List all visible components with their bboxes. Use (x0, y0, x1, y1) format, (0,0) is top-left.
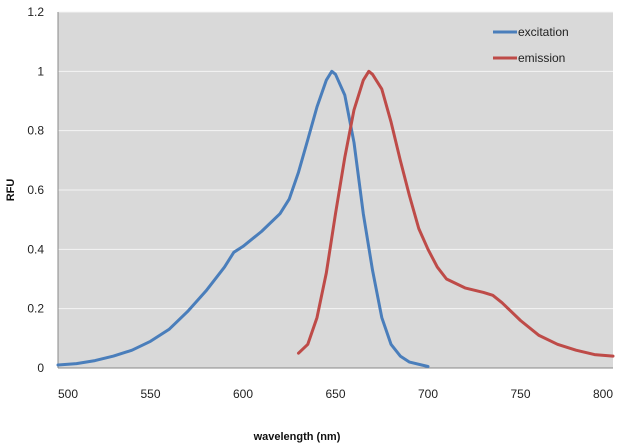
y-tick-label: 1.2 (27, 5, 44, 19)
axes (57, 12, 613, 369)
y-tick-label: 1 (37, 64, 44, 78)
x-tick-label: 650 (325, 387, 345, 401)
x-axis-title: wavelength (nm) (253, 431, 341, 443)
series-line-excitation (56, 69, 430, 368)
x-tick-label: 750 (510, 387, 530, 401)
x-tick-label: 500 (58, 387, 78, 401)
y-tick-label: 0.4 (27, 242, 44, 256)
y-axis-title: RFU (5, 179, 17, 202)
y-tick-label: 0 (37, 361, 44, 375)
x-tick-label: 700 (418, 387, 438, 401)
y-tick-label: 0.2 (27, 302, 44, 316)
x-tick-label: 800 (593, 387, 613, 401)
legend: excitation emission (493, 25, 569, 65)
x-tick-labels: 500 550 600 650 700 750 800 (58, 387, 613, 401)
y-tick-label: 0.6 (27, 183, 44, 197)
series-line-emission (297, 69, 615, 358)
x-tick-label: 600 (233, 387, 253, 401)
series-lines (56, 69, 615, 368)
x-tick-label: 550 (140, 387, 160, 401)
y-tick-labels: 0 0.2 0.4 0.6 0.8 1 1.2 (27, 5, 44, 375)
legend-label-emission: emission (518, 51, 565, 65)
legend-label-excitation: excitation (518, 25, 569, 39)
y-tick-label: 0.8 (27, 124, 44, 138)
